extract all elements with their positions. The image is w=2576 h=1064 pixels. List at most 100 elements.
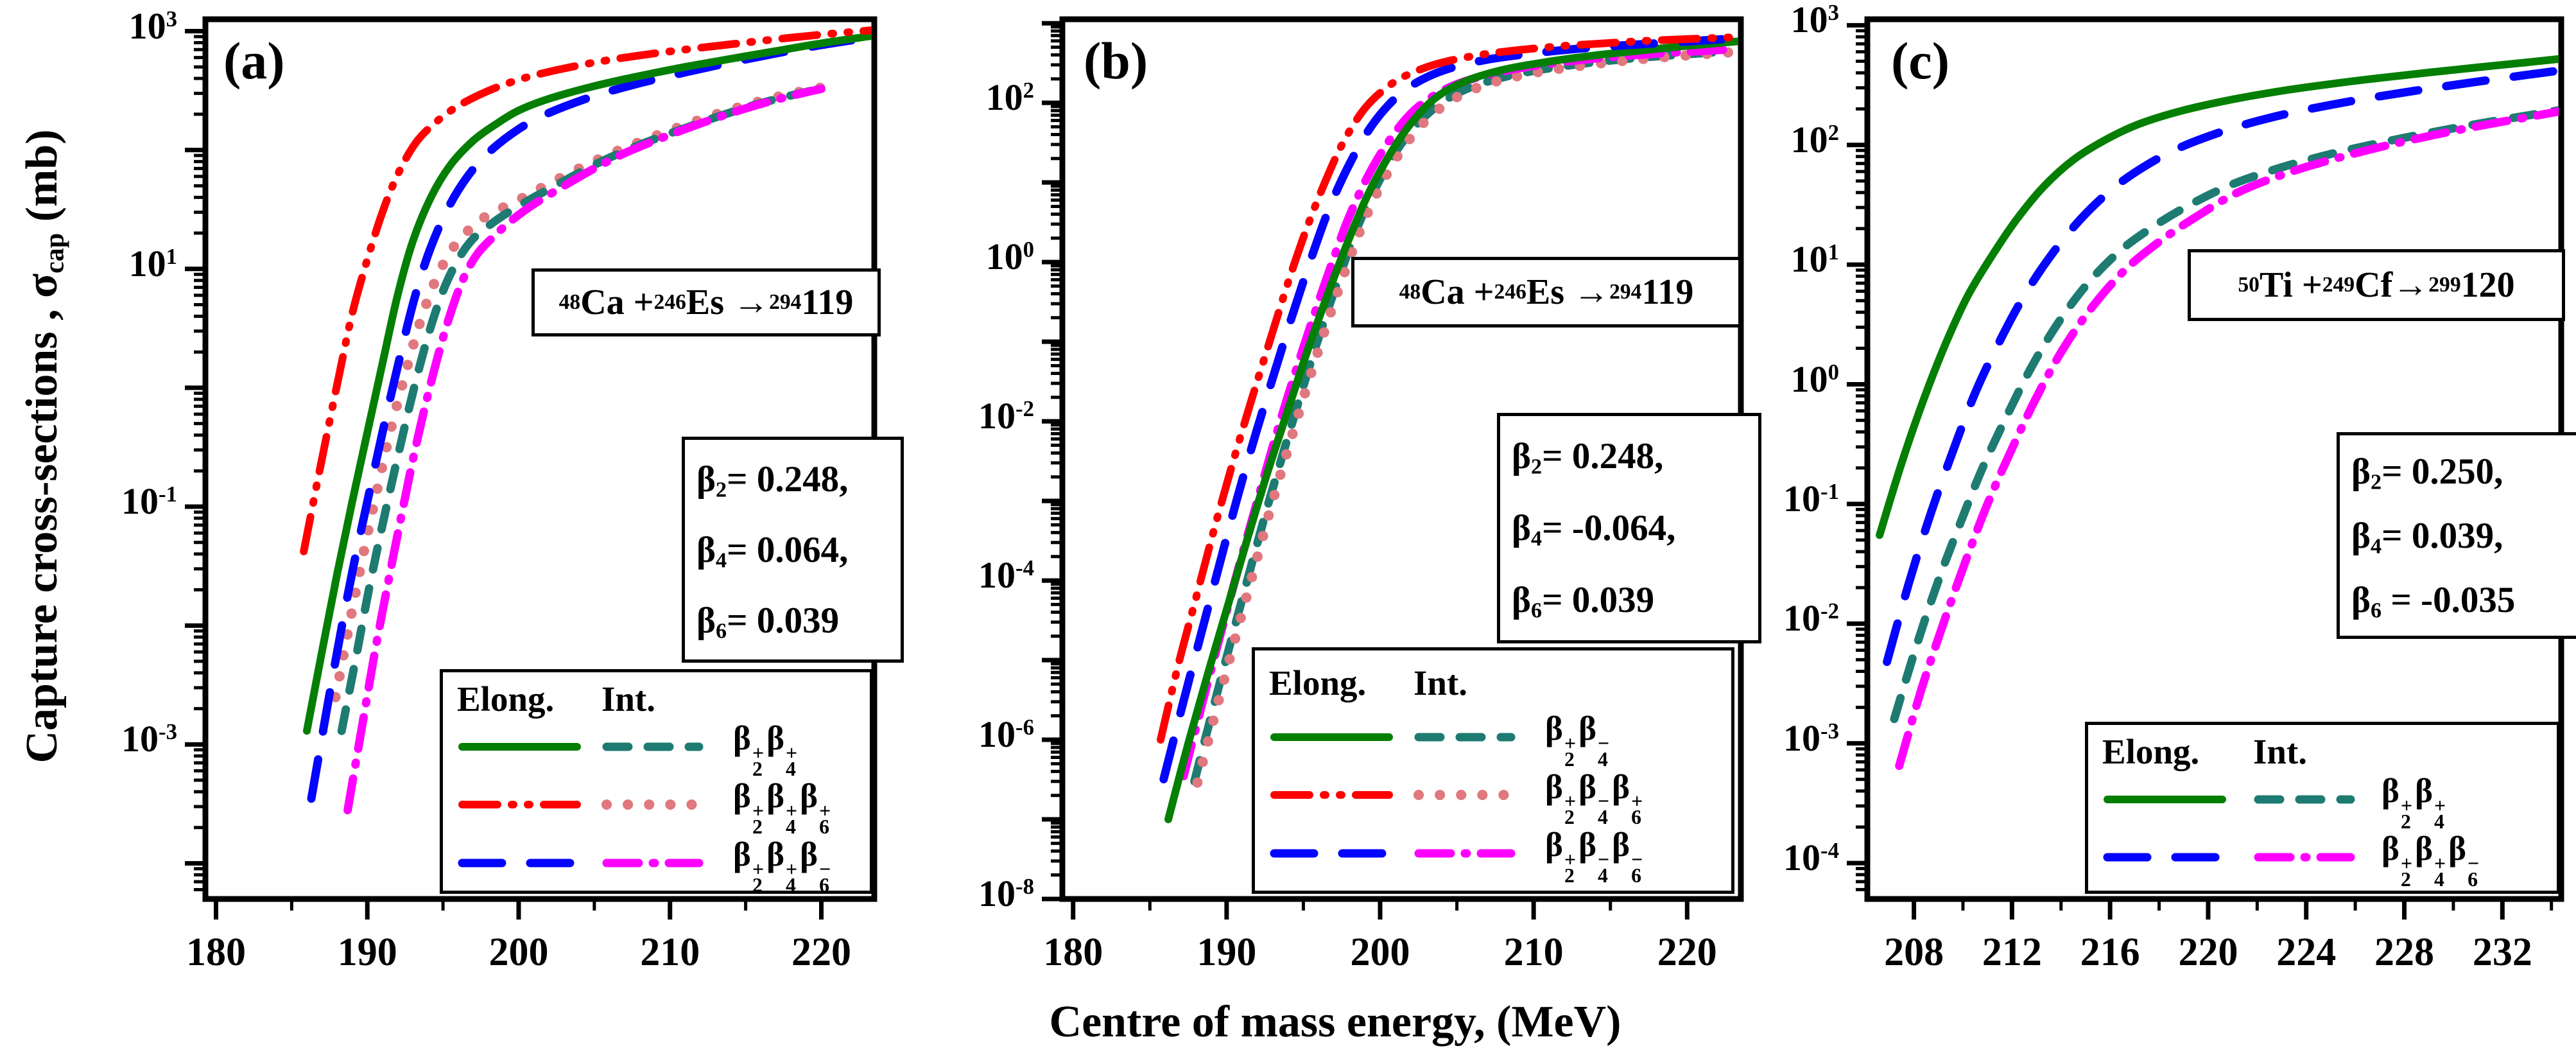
legend-label: β +2 β +4 xyxy=(2382,772,2446,833)
legend-label: β +2 β +4 β −6 xyxy=(2382,830,2480,891)
series-a-magenta-dashdot xyxy=(343,84,826,815)
legend-header-elong: Elong. xyxy=(2102,732,2200,771)
series-b-red-dashdotdot xyxy=(1157,33,1738,744)
beta-line: β2= 0.250, xyxy=(2351,451,2503,494)
legend-key-magenta-dashdot xyxy=(2253,848,2382,870)
y-tick-label: 10-2 xyxy=(1783,597,1839,640)
y-tick-label: 10-3 xyxy=(121,718,177,760)
legend-key-salmon-dot xyxy=(1413,785,1545,808)
legend-key-salmon-dot xyxy=(601,795,733,817)
legend-key-green-solid xyxy=(2102,790,2253,812)
legend-key-blue-dash xyxy=(2102,848,2253,870)
legend-a: Elong. Int. β +2 β +4 β +2 β +4 β +6 β +2 β +4 β −6 xyxy=(440,669,873,896)
series-b-blue-dash xyxy=(1159,33,1738,783)
series-c-magenta-dashdot xyxy=(1895,107,2559,771)
legend-label: β +2 β −4 β −6 xyxy=(1545,826,1643,887)
x-tick-label: 220 xyxy=(1657,930,1717,974)
x-tick-label: 180 xyxy=(186,930,246,974)
legend-header-int: Int. xyxy=(601,679,656,719)
x-tick-label: 224 xyxy=(2276,930,2337,974)
beta-line: β2= 0.248, xyxy=(696,458,849,502)
x-tick-label: 210 xyxy=(640,930,700,974)
legend-key-green-solid xyxy=(457,737,601,760)
x-tick-label: 232 xyxy=(2472,930,2532,974)
legend-key-red-dashdotdot xyxy=(457,795,601,817)
y-tick-label: 103 xyxy=(128,4,177,47)
y-axis-title: Capture cross-sections , σcap (mb) xyxy=(17,129,70,763)
x-axis-title: Centre of mass energy, (MeV) xyxy=(1049,997,1621,1047)
beta-parameters-b: β2= 0.248, β4= -0.064, β6= 0.039 xyxy=(1497,413,1761,643)
y-tick-label: 10-1 xyxy=(1783,477,1839,519)
y-tick-label: 101 xyxy=(1790,238,1839,281)
reaction-label-a: 48 Ca + 246 Es → 294 119 xyxy=(532,268,881,336)
legend-label: β +2 β +4 β +6 xyxy=(733,778,831,839)
beta-line: β4= 0.064, xyxy=(696,529,849,573)
panel-tag-c: (c) xyxy=(1891,31,1950,90)
y-tick-label: 10-4 xyxy=(1783,837,1839,879)
y-tick-label: 10-8 xyxy=(978,873,1034,914)
x-tick-label: 200 xyxy=(1350,930,1410,974)
legend-key-teal-dash xyxy=(601,737,733,760)
y-tick-label: 101 xyxy=(128,242,177,284)
x-tick-label: 208 xyxy=(1884,930,1944,974)
series-c-blue-dash xyxy=(1883,66,2559,667)
legend-label: β +2 β −4 β +6 xyxy=(1545,768,1643,829)
legend-label: β +2 β +4 xyxy=(733,720,798,780)
beta-line: β4= 0.039, xyxy=(2351,515,2503,559)
y-tick-label: 102 xyxy=(985,76,1034,119)
beta-line: β6= 0.039 xyxy=(1512,580,1655,623)
y-tick-label: 10-1 xyxy=(121,480,177,523)
beta-line: β6= 0.039 xyxy=(696,600,840,643)
beta-parameters-c: β2= 0.250, β4= 0.039, β6 = -0.035 xyxy=(2337,432,2576,639)
y-tick-label: 100 xyxy=(1790,358,1839,400)
y-tick-label: 10-4 xyxy=(978,554,1034,597)
legend-label: β +2 β +4 β −6 xyxy=(733,835,831,896)
legend-header-int: Int. xyxy=(1413,663,1468,703)
series-b-salmon-dot xyxy=(1192,47,1736,788)
x-tick-label: 210 xyxy=(1503,930,1564,974)
legend-b: Elong. Int. β +2 β −4 β +2 β −4 β +6 β +2 β −4 β −6 xyxy=(1252,647,1734,894)
panel-b xyxy=(1042,16,1744,920)
series-c-green-solid xyxy=(1876,55,2559,539)
x-tick-label: 190 xyxy=(337,930,397,974)
legend-key-teal-dash xyxy=(2253,790,2382,812)
y-tick-label: 102 xyxy=(1790,118,1839,161)
legend-header-int: Int. xyxy=(2253,732,2308,771)
legend-header-spacer xyxy=(733,679,856,719)
x-tick-label: 212 xyxy=(1982,930,2042,974)
legend-key-magenta-dashdot xyxy=(1413,844,1545,866)
series-a-green-solid xyxy=(303,31,872,735)
legend-header-elong: Elong. xyxy=(457,679,555,719)
panel-tag-b: (b) xyxy=(1084,31,1148,90)
legend-key-teal-dash xyxy=(1413,728,1545,750)
series-b-green-solid xyxy=(1164,37,1738,823)
y-tick-label: 10-6 xyxy=(978,713,1034,756)
legend-key-red-dashdotdot xyxy=(1269,785,1413,808)
legend-key-green-solid xyxy=(1269,728,1413,750)
beta-line: β6 = -0.035 xyxy=(2351,579,2516,623)
panel-tag-a: (a) xyxy=(223,31,285,90)
legend-key-blue-dash xyxy=(1269,844,1413,866)
x-tick-label: 190 xyxy=(1197,930,1257,974)
x-tick-label: 228 xyxy=(2374,930,2435,974)
legend-key-magenta-dashdot xyxy=(601,853,733,876)
legend-label: β +2 β −4 xyxy=(1545,710,1610,771)
legend-header-spacer xyxy=(1545,657,1717,710)
x-tick-label: 200 xyxy=(488,930,549,974)
x-tick-label: 180 xyxy=(1043,930,1103,974)
reaction-label-b: 48 Ca + 246 Es → 294 119 xyxy=(1351,257,1742,327)
x-tick-label: 220 xyxy=(2178,930,2238,974)
y-tick-label: 10-2 xyxy=(978,395,1034,437)
legend-header-elong: Elong. xyxy=(1269,663,1367,703)
x-tick-label: 216 xyxy=(2080,930,2140,974)
beta-line: β2= 0.248, xyxy=(1512,435,1664,479)
x-tick-label: 220 xyxy=(791,930,851,974)
beta-parameters-a: β2= 0.248, β4= 0.064, β6= 0.039 xyxy=(682,437,904,663)
series-a-red-dashdotdot xyxy=(300,26,872,555)
legend-key-blue-dash xyxy=(457,853,601,876)
legend-c: Elong. Int. β +2 β +4 β +2 β +4 β −6 xyxy=(2085,722,2560,894)
legend-header-spacer xyxy=(2382,731,2543,772)
panel-a xyxy=(185,16,877,920)
